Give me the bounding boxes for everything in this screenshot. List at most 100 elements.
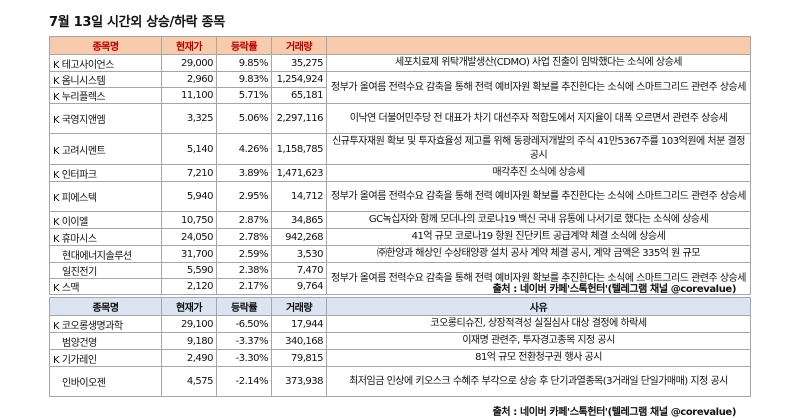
- stock-price: 5,590: [161, 262, 217, 279]
- stock-change: 2.59%: [216, 245, 272, 263]
- stock-name: K 기가레인: [49, 349, 162, 367]
- table-row: K 인터파크 7,210 3.89% 1,471,623 매각추진 소식에 상승…: [49, 164, 751, 182]
- stock-volume: 79,815: [271, 349, 327, 367]
- stock-reason: 정부가 올여름 전력수요 감축을 통해 전력 예비자원 확보를 추진한다는 소식…: [326, 262, 751, 295]
- stock-volume: 373,938: [271, 366, 327, 397]
- stock-name: K 인터파크: [49, 164, 162, 182]
- fall-table-header: 종목명 현재가 등락률 거래량 사유: [49, 297, 751, 316]
- stock-change: 9.85%: [216, 54, 272, 72]
- table-row: K 코오롱생명과학 29,100 -6.50% 17,944 코오롱티슈진, 상…: [49, 315, 751, 333]
- stock-volume: 340,168: [271, 332, 327, 350]
- stock-reason: 세포치료제 위탁개발생산(CDMO) 사업 진출이 임박했다는 소식에 상승세: [326, 54, 751, 72]
- stock-change: 2.17%: [216, 278, 272, 295]
- stock-change: 5.71%: [216, 87, 272, 104]
- stock-name: K 누리플렉스: [49, 87, 162, 104]
- header-volume: 거래량: [271, 297, 327, 316]
- stock-name: 범양건영: [49, 332, 162, 350]
- stock-price: 7,210: [161, 164, 217, 182]
- stock-volume: 2,297,116: [271, 103, 327, 134]
- stock-name: 현대에너지솔루션: [49, 245, 162, 263]
- stock-volume: 1,158,785: [271, 133, 327, 165]
- stock-reason: 신규투자재원 확보 및 투자효율성 제고를 위해 동광레저개발의 주식 41만5…: [326, 133, 751, 165]
- stock-volume: 7,470: [271, 262, 327, 279]
- stock-change: -3.30%: [216, 349, 272, 367]
- stock-price: 5,940: [161, 181, 217, 212]
- stock-reason: ㈜한양과 해상인 수상태양광 설치 공사 계약 체결 공시, 계약 금액은 33…: [326, 245, 751, 263]
- header-price: 현재가: [161, 297, 217, 316]
- stock-price: 3,325: [161, 103, 217, 134]
- stock-volume: 35,275: [271, 54, 327, 72]
- fall-source-note: 출처 : 네이버 카페'스톡헌터'(텔레그램 채널 @corevalue): [492, 407, 737, 418]
- table-row: 현대에너지솔루션 31,700 2.59% 3,530 ㈜한양과 해상인 수상태…: [49, 245, 751, 263]
- header-price: 현재가: [161, 36, 217, 55]
- stock-volume: 9,764: [271, 278, 327, 295]
- stock-change: 2.38%: [216, 262, 272, 279]
- table-row: 인바이오젠 4,575 -2.14% 373,938 최저임금 인상에 키오스크…: [49, 366, 751, 397]
- stock-volume: 17,944: [271, 315, 327, 333]
- stock-volume: 34,865: [271, 211, 327, 229]
- stock-price: 29,000: [161, 54, 217, 72]
- stock-name: K 고려시멘트: [49, 133, 162, 165]
- stock-reason: 최저임금 인상에 키오스크 수혜주 부각으로 상승 후 단기과열종목(3거래일 …: [326, 366, 751, 397]
- stock-volume: 65,181: [271, 87, 327, 104]
- stock-volume: 942,268: [271, 228, 327, 246]
- table-row: K 이이엘 10,750 2.87% 34,865 GC녹십자와 함께 모더나의…: [49, 211, 751, 229]
- stock-change: 2.95%: [216, 181, 272, 212]
- table-row: K 피에스텍 5,940 2.95% 14,712 정부가 올여름 전력수요 감…: [49, 181, 751, 212]
- stock-change: -6.50%: [216, 315, 272, 333]
- table-row: K 테고사이언스 29,000 9.85% 35,275 세포치료제 위탁개발생…: [49, 54, 751, 72]
- stock-reason: 이재명 관련주, 투자경고종목 지정 공시: [326, 332, 751, 350]
- stock-change: -3.37%: [216, 332, 272, 350]
- header-volume: 거래량: [271, 36, 327, 55]
- header-name: 종목명: [49, 297, 162, 316]
- stock-price: 9,180: [161, 332, 217, 350]
- stock-reason: 정부가 올여름 전력수요 감축을 통해 전력 예비자원 확보를 추진한다는 소식…: [326, 181, 751, 212]
- stock-name: 일진전기: [49, 262, 162, 279]
- rise-source-note: 출처 : 네이버 카페'스톡헌터'(텔레그램 채널 @corevalue): [492, 284, 737, 295]
- stock-volume: 14,712: [271, 181, 327, 212]
- table-row: K 국영지앤엠 3,325 5.06% 2,297,116 이낙연 더불어민주당…: [49, 103, 751, 134]
- stock-name: K 국영지앤엠: [49, 103, 162, 134]
- stock-volume: 1,471,623: [271, 164, 327, 182]
- stock-price: 24,050: [161, 228, 217, 246]
- header-change: 등락률: [216, 297, 272, 316]
- stock-reason: 이낙연 더불어민주당 전 대표가 차기 대선주자 적합도에서 지지율이 대폭 오…: [326, 103, 751, 134]
- stock-change: 2.78%: [216, 228, 272, 246]
- stock-change: 9.83%: [216, 71, 272, 88]
- stock-change: 2.87%: [216, 211, 272, 229]
- header-reason: 사유: [326, 297, 751, 316]
- stock-name: K 코오롱생명과학: [49, 315, 162, 333]
- stock-price: 2,490: [161, 349, 217, 367]
- table-row: 범양건영 9,180 -3.37% 340,168 이재명 관련주, 투자경고종…: [49, 332, 751, 350]
- stock-name: 인바이오젠: [49, 366, 162, 397]
- stock-price: 4,575: [161, 366, 217, 397]
- stock-reason: GC녹십자와 함께 모더나의 코로나19 백신 국내 유통에 나서기로 했다는 …: [326, 211, 751, 229]
- fall-table: 종목명 현재가 등락률 거래량 사유 K 코오롱생명과학 29,100 -6.5…: [49, 297, 751, 397]
- header-reason: [326, 36, 751, 55]
- rise-table-header: 종목명 현재가 등락률 거래량: [49, 36, 751, 55]
- stock-price: 11,100: [161, 87, 217, 104]
- stock-name: K 옴니시스템: [49, 71, 162, 88]
- stock-price: 2,960: [161, 71, 217, 88]
- stock-name: K 스맥: [49, 278, 162, 295]
- table-row: K 누리플렉스 11,100 5.71% 65,181: [49, 87, 751, 104]
- stock-price: 2,120: [161, 278, 217, 295]
- stock-change: 3.89%: [216, 164, 272, 182]
- stock-reason: 매각추진 소식에 상승세: [326, 164, 751, 182]
- stock-volume: 1,254,924: [271, 71, 327, 88]
- table-row: K 기가레인 2,490 -3.30% 79,815 81억 규모 전환청구권 …: [49, 349, 751, 367]
- stock-price: 29,100: [161, 315, 217, 333]
- page-title: 7월 13일 시간외 상승/하락 종목: [49, 15, 225, 30]
- stock-name: K 피에스텍: [49, 181, 162, 212]
- table-row: K 스맥 2,120 2.17% 9,764: [49, 278, 751, 295]
- table-row: K 옴니시스템 2,960 9.83% 1,254,924 정부가 올여름 전력…: [49, 71, 751, 104]
- stock-name: K 테고사이언스: [49, 54, 162, 72]
- stock-reason: 41억 규모 코로나19 항원 진단키트 공급계약 체결 소식에 상승세: [326, 228, 751, 246]
- header-name: 종목명: [49, 36, 162, 55]
- stock-change: 4.26%: [216, 133, 272, 165]
- table-row: K 고려시멘트 5,140 4.26% 1,158,785 신규투자재원 확보 …: [49, 133, 751, 165]
- stock-reason: 81억 규모 전환청구권 행사 공시: [326, 349, 751, 367]
- stock-price: 10,750: [161, 211, 217, 229]
- stock-price: 5,140: [161, 133, 217, 165]
- stock-name: K 이이엘: [49, 211, 162, 229]
